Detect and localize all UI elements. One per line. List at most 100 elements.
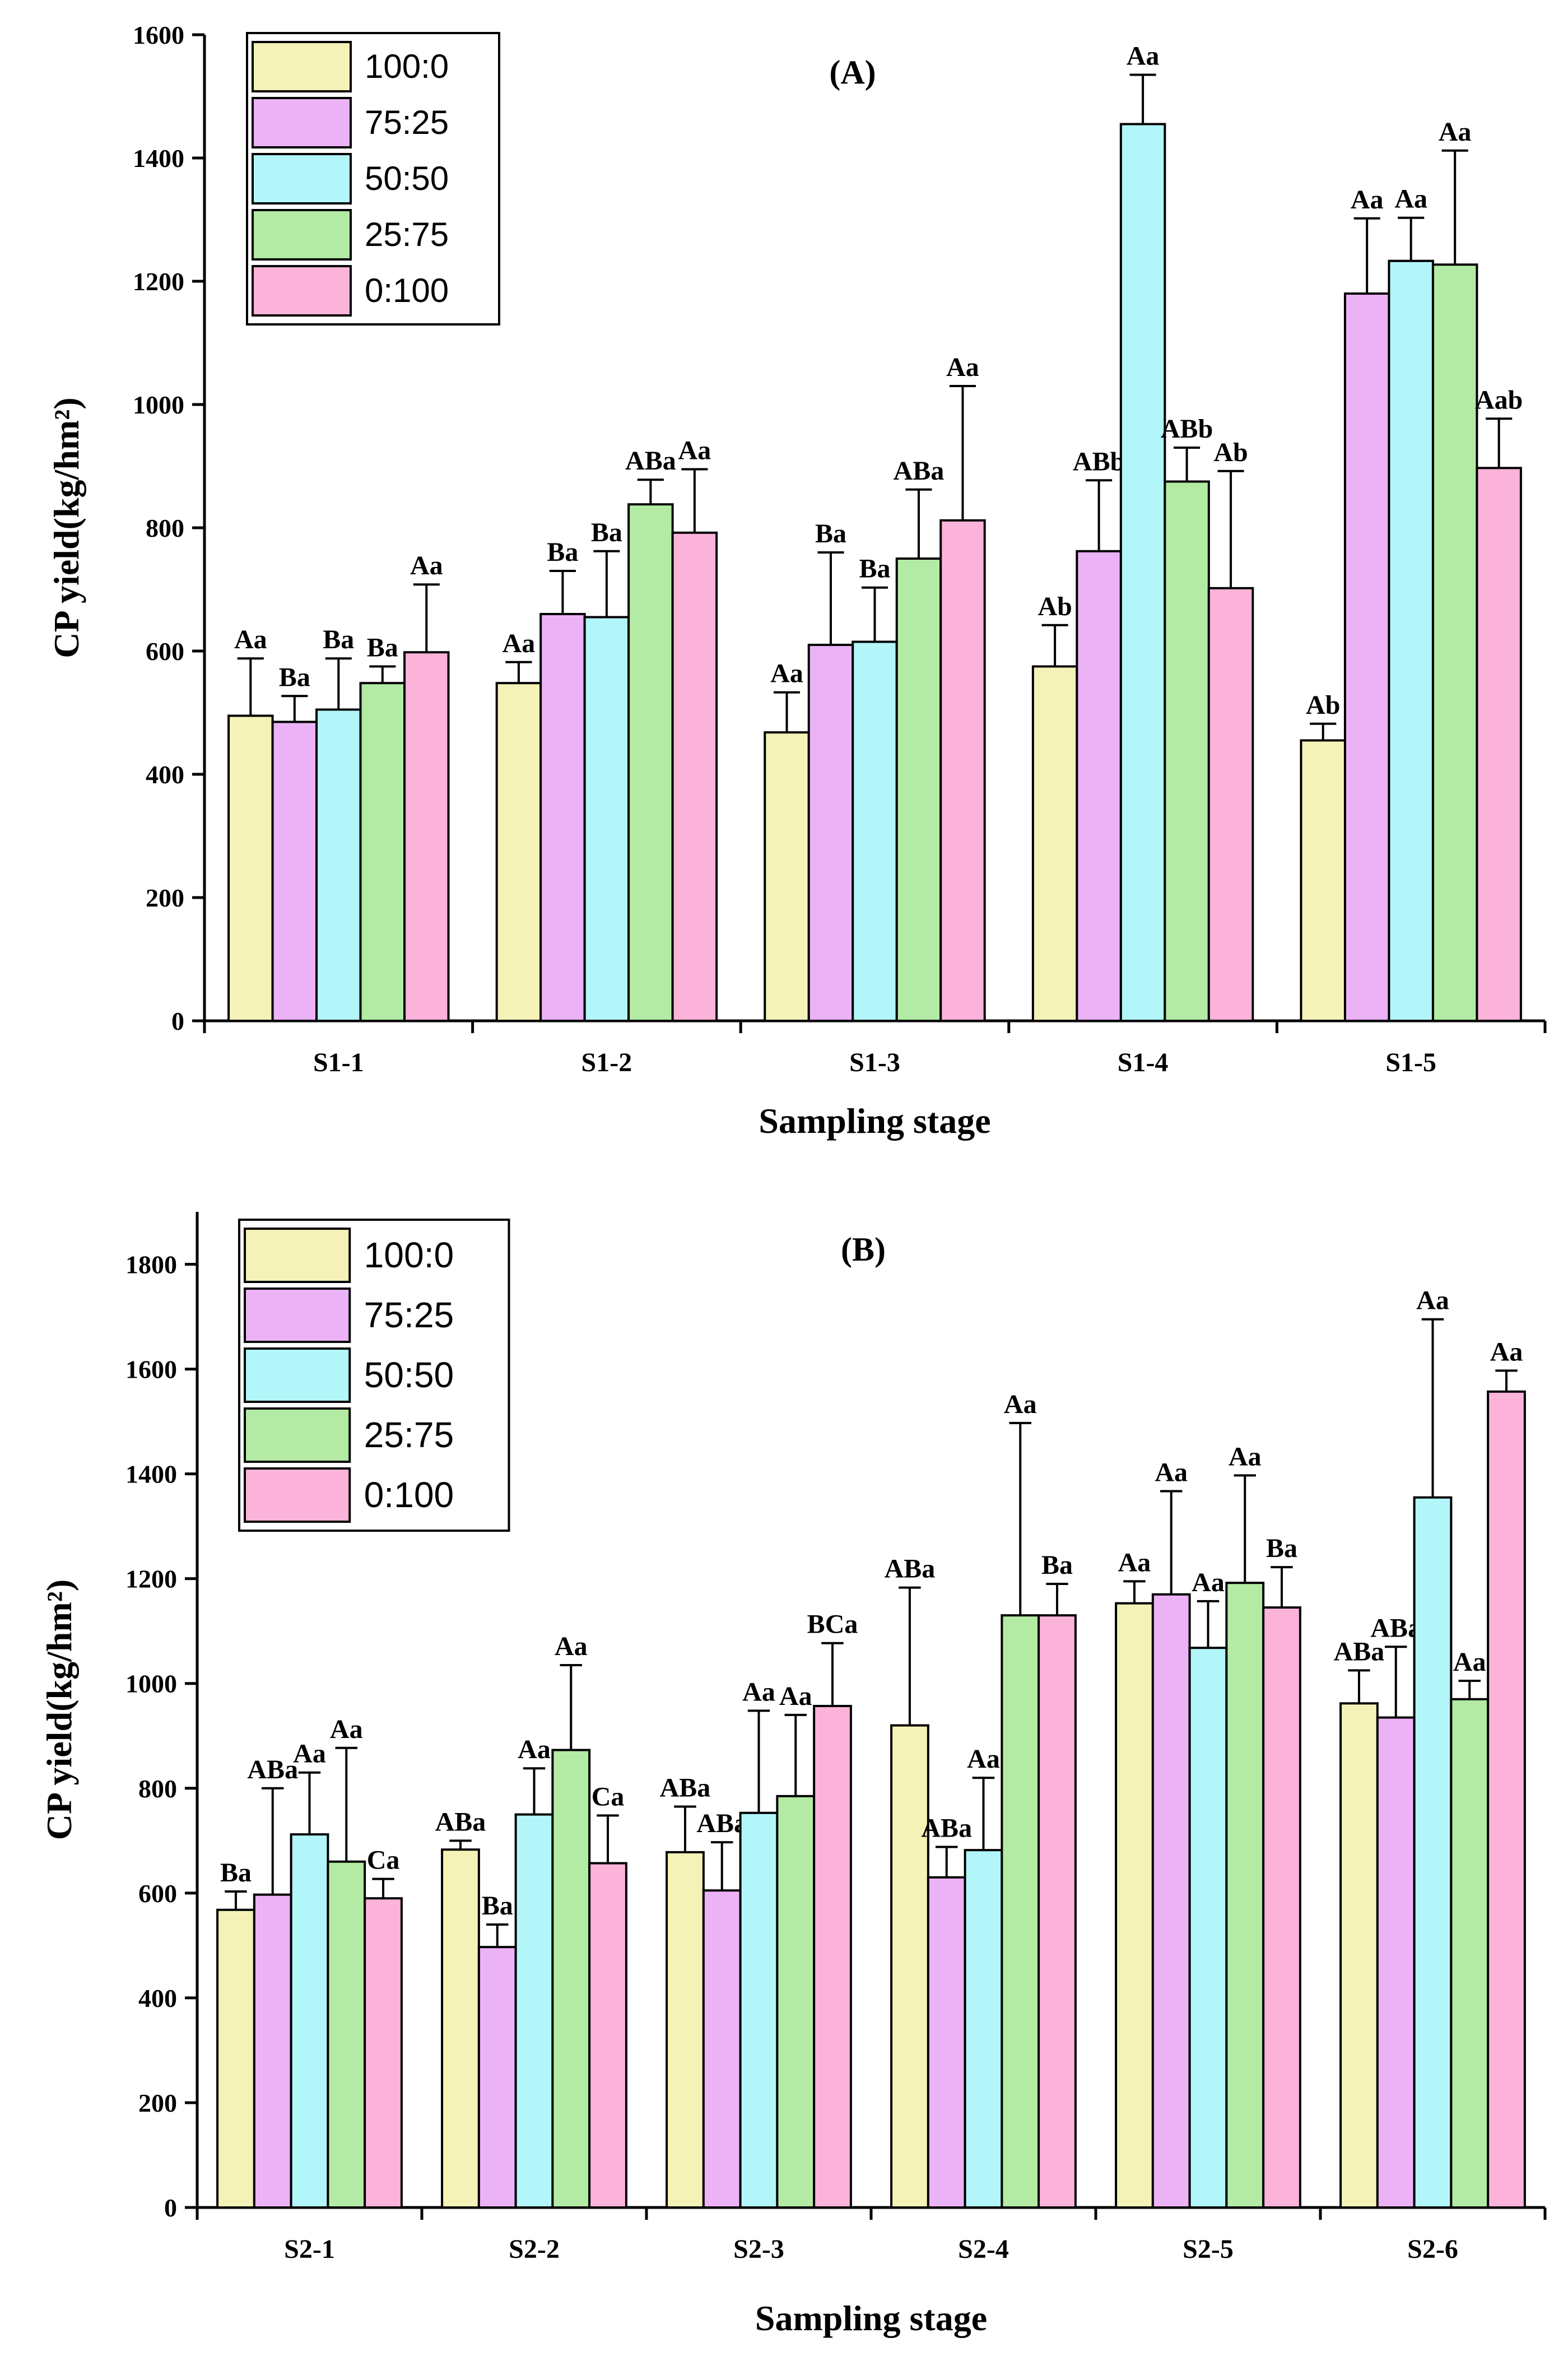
significance-letter: Ba: [482, 1891, 513, 1921]
y-tick-label: 200: [138, 2089, 177, 2117]
significance-letter: ABa: [1334, 1637, 1385, 1666]
legend-swatch: [244, 1347, 351, 1403]
bar: [1207, 587, 1254, 1022]
significance-letter: ABa: [921, 1814, 972, 1843]
significance-letter: Aa: [410, 551, 443, 580]
bar: [1076, 550, 1122, 1022]
significance-letter: Aa: [967, 1744, 1000, 1774]
error-bar: [637, 478, 664, 505]
bar: [1262, 1606, 1301, 2209]
x-tick-label: S1-2: [581, 1048, 632, 1077]
bar: [1343, 292, 1390, 1022]
error-bar: [298, 1771, 321, 1835]
significance-letter: Ba: [367, 633, 398, 663]
error-bar: [711, 1841, 733, 1891]
significance-letter: Aa: [234, 625, 267, 654]
error-bar: [905, 488, 932, 559]
significance-letter: ABb: [1161, 414, 1213, 444]
y-tick-label: 1400: [125, 1460, 177, 1489]
bar: [227, 714, 274, 1022]
error-bar: [1009, 1421, 1031, 1616]
legend-swatch: [244, 1288, 351, 1343]
bar: [671, 531, 718, 1022]
significance-letter: Aa: [330, 1714, 363, 1744]
error-bar: [597, 1814, 619, 1863]
legend-label: 0:100: [365, 272, 449, 309]
legend-label: 100:0: [364, 1235, 454, 1275]
error-bar: [1123, 1580, 1146, 1604]
y-tick-label: 800: [146, 514, 184, 542]
y-tick-label: 400: [138, 1984, 177, 2013]
y-tick-label: 800: [138, 1774, 177, 1803]
significance-letter: Aa: [293, 1739, 326, 1769]
bar: [588, 1862, 627, 2209]
error-bar: [747, 1709, 770, 1813]
x-tick-label: S2-4: [958, 2234, 1009, 2264]
legend-swatch: [252, 97, 352, 148]
bar: [1151, 1593, 1191, 2209]
significance-letter: Ba: [323, 625, 354, 654]
error-bar: [1271, 1566, 1293, 1608]
error-bar: [413, 583, 440, 653]
bar: [315, 708, 362, 1022]
error-bar: [784, 1713, 807, 1796]
error-bar: [1046, 1583, 1068, 1616]
significance-letter: Aa: [502, 629, 536, 658]
significance-letter: Ab: [1213, 438, 1248, 467]
error-bar: [281, 695, 308, 722]
bar: [1115, 1602, 1154, 2209]
bar: [477, 1946, 517, 2209]
error-bar: [817, 551, 844, 645]
error-bar: [523, 1767, 546, 1815]
error-bar: [335, 1746, 357, 1862]
legend-swatch: [252, 265, 352, 317]
significance-letter: ABa: [435, 1807, 486, 1837]
significance-letter: Aa: [779, 1681, 812, 1711]
error-bar: [237, 657, 264, 716]
bar: [1119, 123, 1166, 1022]
error-bar: [1421, 1318, 1444, 1498]
y-tick-label: 1400: [133, 144, 184, 173]
significance-letter: Ab: [1037, 592, 1072, 621]
legend-swatch: [244, 1467, 351, 1523]
bar: [271, 721, 318, 1022]
significance-letter: ABb: [1073, 447, 1125, 476]
bar: [495, 682, 542, 1022]
legend-swatch: [244, 1407, 351, 1463]
significance-letter: Ba: [815, 519, 846, 549]
bar: [441, 1848, 480, 2209]
y-tick-label: 1000: [133, 391, 184, 419]
bar: [1487, 1390, 1526, 2209]
bar: [807, 644, 854, 1022]
significance-letter: Aa: [1453, 1647, 1486, 1677]
chart-title: (A): [829, 54, 876, 91]
error-bar: [674, 1805, 696, 1852]
error-bar: [1197, 1600, 1220, 1648]
bar: [890, 1724, 929, 2209]
bar: [739, 1811, 779, 2209]
significance-letter: Ba: [1266, 1533, 1297, 1563]
error-bar: [1174, 447, 1201, 482]
y-tick-label: 0: [171, 1007, 184, 1035]
error-bar: [773, 691, 801, 733]
bar: [539, 613, 586, 1022]
significance-letter: Aa: [1351, 185, 1384, 215]
significance-letter: Aa: [1439, 117, 1472, 147]
legend-label: 50:50: [364, 1355, 454, 1395]
significance-letter: Aa: [1394, 184, 1427, 214]
error-bar: [1353, 217, 1380, 294]
error-bar: [593, 550, 620, 617]
significance-letter: Aa: [742, 1677, 775, 1707]
y-tick-label: 1800: [125, 1251, 177, 1279]
error-bar: [486, 1923, 509, 1948]
significance-letter: BCa: [807, 1610, 858, 1639]
significance-letter: Ba: [220, 1858, 252, 1888]
chart-title: (B): [841, 1231, 886, 1268]
error-bar: [1495, 1369, 1518, 1392]
y-axis-title: CP yield(kg/hm²): [46, 397, 86, 658]
bar: [1164, 480, 1210, 1022]
bar: [551, 1749, 591, 2209]
error-bar: [899, 1586, 921, 1726]
y-tick-label: 1000: [125, 1670, 177, 1698]
x-axis-title: Sampling stage: [759, 1101, 990, 1141]
